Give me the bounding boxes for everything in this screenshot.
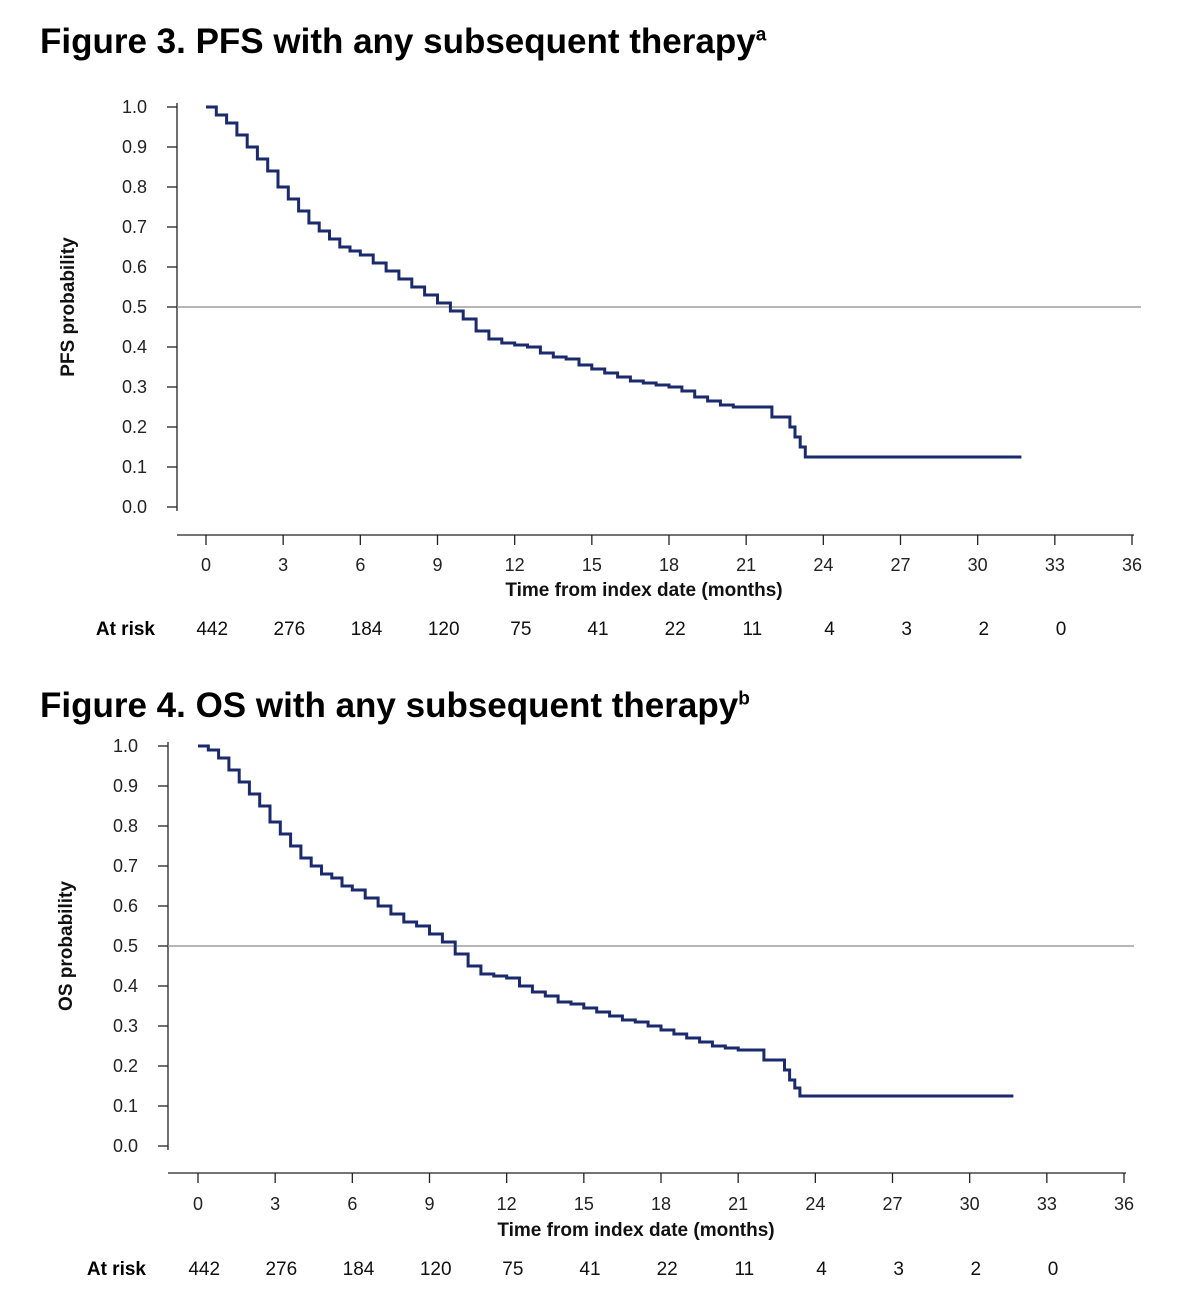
pfs-y-tick-label: 0.1 xyxy=(122,457,147,477)
os-at-risk-value: 120 xyxy=(420,1259,452,1280)
pfs-at-risk-value: 11 xyxy=(742,619,762,640)
pfs-at-risk-value: 276 xyxy=(273,619,305,640)
pfs-y-tick-label: 0.7 xyxy=(122,217,147,237)
pfs-x-tick-label: 27 xyxy=(890,555,910,575)
pfs-y-tick-label: 0.3 xyxy=(122,377,147,397)
os-at-risk-value: 184 xyxy=(343,1259,375,1280)
os-x-axis-title: Time from index date (months) xyxy=(497,1220,774,1241)
pfs-x-tick-label: 30 xyxy=(968,555,988,575)
pfs-x-tick-label: 33 xyxy=(1045,555,1065,575)
pfs-at-risk-value: 120 xyxy=(428,619,460,640)
os-at-risk-value: 22 xyxy=(657,1259,678,1280)
pfs-x-tick-label: 3 xyxy=(278,555,288,575)
os-y-tick-label: 0.5 xyxy=(113,936,138,956)
figure-3-title-footnote: a xyxy=(755,24,767,46)
pfs-at-risk-value: 442 xyxy=(196,619,228,640)
os-x-tick-label: 24 xyxy=(805,1194,825,1214)
os-x-tick-label: 36 xyxy=(1114,1194,1134,1214)
figure-4-title-footnote: b xyxy=(738,688,750,710)
pfs-x-tick-label: 21 xyxy=(736,555,756,575)
pfs-x-tick-label: 36 xyxy=(1122,555,1142,575)
os-x-tick-label: 27 xyxy=(882,1194,902,1214)
os-y-tick-label: 0.0 xyxy=(113,1136,138,1156)
os-x-tick-label: 18 xyxy=(651,1194,671,1214)
pfs-chart: 0.00.10.20.30.40.50.60.70.80.91.00 3 6 9 12 1… xyxy=(58,97,1142,640)
os-at-risk-value: 276 xyxy=(265,1259,297,1280)
os-at-risk-value: 11 xyxy=(734,1259,754,1280)
os-y-tick-label: 1.0 xyxy=(113,736,138,756)
os-at-risk-value: 2 xyxy=(971,1259,982,1280)
pfs-survival-curve xyxy=(206,105,1022,459)
pfs-at-risk-value: 2 xyxy=(979,619,990,640)
os-x-tick-label: 0 xyxy=(193,1194,203,1214)
pfs-x-tick-label: 24 xyxy=(813,555,833,575)
pfs-x-axis-title: Time from index date (months) xyxy=(505,580,782,601)
pfs-y-tick-label: 0.0 xyxy=(122,497,147,517)
pfs-at-risk-label: At risk xyxy=(96,619,156,640)
os-y-tick-label: 0.9 xyxy=(113,776,138,796)
os-y-tick-label: 0.8 xyxy=(113,816,138,836)
pfs-y-tick-label: 0.6 xyxy=(122,257,147,277)
os-x-tick-label: 6 xyxy=(347,1194,357,1214)
pfs-at-risk-value: 184 xyxy=(351,619,383,640)
os-at-risk-value: 75 xyxy=(502,1259,523,1280)
os-y-tick-label: 0.2 xyxy=(113,1056,138,1076)
os-at-risk-label: At risk xyxy=(87,1259,147,1280)
pfs-y-axis-title: PFS probability xyxy=(58,237,79,377)
os-x-tick-label: 21 xyxy=(728,1194,748,1214)
os-at-risk-value: 3 xyxy=(893,1259,904,1280)
os-x-tick-label: 33 xyxy=(1037,1194,1057,1214)
os-at-risk-value: 442 xyxy=(188,1259,220,1280)
os-x-tick-label: 12 xyxy=(497,1194,517,1214)
os-y-tick-label: 0.4 xyxy=(113,976,138,996)
pfs-at-risk-value: 3 xyxy=(901,619,912,640)
os-y-tick-label: 0.3 xyxy=(113,1016,138,1036)
os-x-tick-label: 3 xyxy=(270,1194,280,1214)
pfs-x-tick-label: 9 xyxy=(432,555,442,575)
pfs-at-risk-value: 0 xyxy=(1056,619,1067,640)
figure-4: Figure 4. OS with any subsequent therapy… xyxy=(0,650,1200,1307)
pfs-x-tick-label: 18 xyxy=(659,555,679,575)
pfs-y-tick-label: 0.8 xyxy=(122,177,147,197)
pfs-y-tick-label: 0.2 xyxy=(122,417,147,437)
pfs-at-risk-value: 22 xyxy=(665,619,686,640)
pfs-y-tick-label: 0.5 xyxy=(122,297,147,317)
os-y-tick-label: 0.7 xyxy=(113,856,138,876)
pfs-at-risk-value: 41 xyxy=(587,619,608,640)
os-at-risk-value: 4 xyxy=(816,1259,827,1280)
pfs-y-tick-label: 1.0 xyxy=(122,97,147,117)
pfs-x-tick-label: 15 xyxy=(582,555,602,575)
os-at-risk-value: 0 xyxy=(1048,1259,1059,1280)
pfs-y-tick-label: 0.4 xyxy=(122,337,147,357)
os-at-risk-value: 41 xyxy=(579,1259,600,1280)
os-x-tick-label: 15 xyxy=(574,1194,594,1214)
figure-3: Figure 3. PFS with any subsequent therap… xyxy=(0,0,1200,650)
os-x-tick-label: 30 xyxy=(960,1194,980,1214)
pfs-x-tick-label: 6 xyxy=(355,555,365,575)
os-survival-curve xyxy=(198,744,1014,1098)
figure-4-title: Figure 4. OS with any subsequent therapy… xyxy=(40,686,750,725)
pfs-x-tick-label: 0 xyxy=(201,555,211,575)
os-y-axis-title: OS probability xyxy=(56,881,77,1011)
pfs-at-risk-value: 4 xyxy=(824,619,835,640)
os-chart: 0.00.10.20.30.40.50.60.70.80.91.00 3 6 9 12 1… xyxy=(56,736,1134,1280)
os-x-tick-label: 9 xyxy=(424,1194,434,1214)
pfs-x-tick-label: 12 xyxy=(505,555,525,575)
figure-3-title: Figure 3. PFS with any subsequent therap… xyxy=(40,22,767,61)
os-y-tick-label: 0.6 xyxy=(113,896,138,916)
os-y-tick-label: 0.1 xyxy=(113,1096,138,1116)
pfs-at-risk-value: 75 xyxy=(510,619,531,640)
pfs-y-tick-label: 0.9 xyxy=(122,137,147,157)
